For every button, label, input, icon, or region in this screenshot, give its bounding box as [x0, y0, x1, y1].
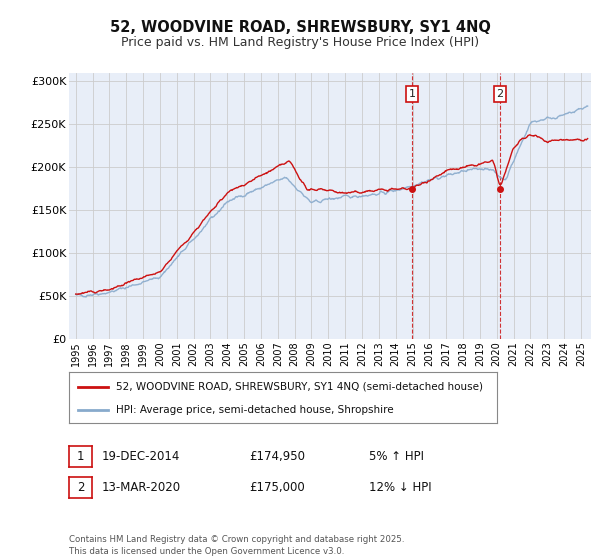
Text: Price paid vs. HM Land Registry's House Price Index (HPI): Price paid vs. HM Land Registry's House … — [121, 36, 479, 49]
Text: 2: 2 — [497, 89, 503, 99]
Text: 52, WOODVINE ROAD, SHREWSBURY, SY1 4NQ (semi-detached house): 52, WOODVINE ROAD, SHREWSBURY, SY1 4NQ (… — [116, 381, 483, 391]
Text: 1: 1 — [409, 89, 416, 99]
Text: Contains HM Land Registry data © Crown copyright and database right 2025.
This d: Contains HM Land Registry data © Crown c… — [69, 535, 404, 556]
Text: 52, WOODVINE ROAD, SHREWSBURY, SY1 4NQ: 52, WOODVINE ROAD, SHREWSBURY, SY1 4NQ — [110, 20, 490, 35]
Text: 1: 1 — [77, 450, 84, 463]
Text: £174,950: £174,950 — [249, 450, 305, 463]
Text: 19-DEC-2014: 19-DEC-2014 — [102, 450, 181, 463]
Text: £175,000: £175,000 — [249, 480, 305, 494]
Text: 5% ↑ HPI: 5% ↑ HPI — [369, 450, 424, 463]
Text: HPI: Average price, semi-detached house, Shropshire: HPI: Average price, semi-detached house,… — [116, 405, 394, 415]
Text: 13-MAR-2020: 13-MAR-2020 — [102, 480, 181, 494]
Text: 12% ↓ HPI: 12% ↓ HPI — [369, 480, 431, 494]
Text: 2: 2 — [77, 480, 84, 494]
